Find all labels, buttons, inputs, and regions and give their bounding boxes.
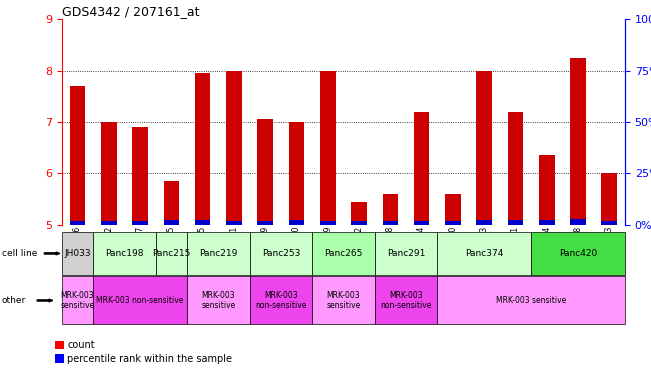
Bar [132, 221, 148, 225]
Bar [195, 220, 210, 225]
Bar [320, 71, 335, 225]
Bar [445, 194, 461, 225]
Bar [602, 221, 617, 225]
Bar [414, 112, 430, 225]
Bar [539, 155, 555, 225]
Bar [288, 220, 304, 225]
Bar [226, 71, 242, 225]
Text: Panc219: Panc219 [199, 249, 238, 258]
Text: Panc215: Panc215 [152, 249, 191, 258]
Bar [257, 221, 273, 225]
Bar [508, 220, 523, 225]
Text: JH033: JH033 [64, 249, 90, 258]
Bar [414, 221, 430, 225]
Text: Panc420: Panc420 [559, 249, 597, 258]
Text: MRK-003
sensitive: MRK-003 sensitive [61, 291, 94, 310]
Text: Panc374: Panc374 [465, 249, 503, 258]
Bar [288, 122, 304, 225]
Text: MRK-003 sensitive: MRK-003 sensitive [496, 296, 566, 305]
Bar [352, 202, 367, 225]
Text: MRK-003
sensitive: MRK-003 sensitive [326, 291, 361, 310]
Text: count: count [67, 340, 94, 350]
Text: MRK-003
non-sensitive: MRK-003 non-sensitive [255, 291, 307, 310]
Bar [195, 73, 210, 225]
Bar [101, 221, 117, 225]
Text: MRK-003
non-sensitive: MRK-003 non-sensitive [380, 291, 432, 310]
Bar [352, 221, 367, 225]
Bar [132, 127, 148, 225]
Bar [101, 122, 117, 225]
Text: Panc265: Panc265 [324, 249, 363, 258]
Bar [570, 58, 586, 225]
Bar [477, 71, 492, 225]
Bar [508, 112, 523, 225]
Bar [70, 86, 85, 225]
Bar [70, 221, 85, 225]
Text: Panc291: Panc291 [387, 249, 425, 258]
Bar [602, 173, 617, 225]
Bar [383, 221, 398, 225]
Text: other: other [2, 296, 26, 305]
Bar [226, 221, 242, 225]
Bar [539, 220, 555, 225]
Text: Panc253: Panc253 [262, 249, 300, 258]
Text: percentile rank within the sample: percentile rank within the sample [67, 354, 232, 364]
Bar [163, 181, 179, 225]
Bar [320, 221, 335, 225]
Bar [163, 220, 179, 225]
Text: Panc198: Panc198 [105, 249, 144, 258]
Text: GDS4342 / 207161_at: GDS4342 / 207161_at [62, 5, 199, 18]
Bar [477, 220, 492, 225]
Bar [445, 221, 461, 225]
Text: MRK-003 non-sensitive: MRK-003 non-sensitive [96, 296, 184, 305]
Bar [570, 219, 586, 225]
Bar [257, 119, 273, 225]
Text: cell line: cell line [2, 249, 37, 258]
Text: MRK-003
sensitive: MRK-003 sensitive [201, 291, 236, 310]
Bar [383, 194, 398, 225]
